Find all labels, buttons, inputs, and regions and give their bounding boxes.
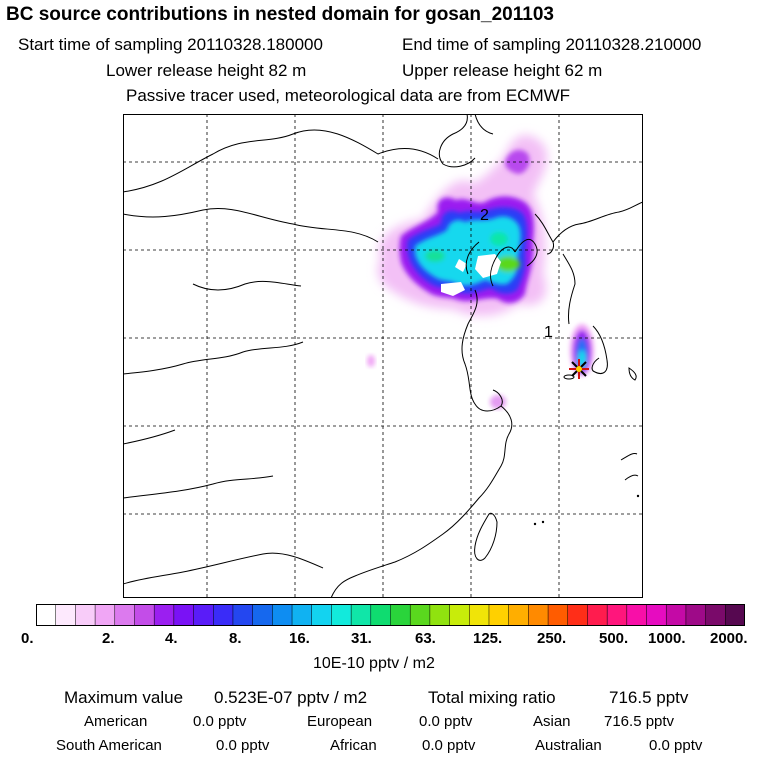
max-value-label: Maximum value [64,688,184,707]
island-dot [533,522,537,526]
plume-patch [490,395,506,409]
asian-value: 716.5 pptv [604,713,675,730]
african-value: 0.0 pptv [422,737,476,754]
map-title: BC source contributions in nested domain… [6,4,554,25]
colorbar-tick: 4. [165,630,178,647]
color-bar [36,604,745,626]
colorbar-cell [213,604,234,626]
colorbar-cell [685,604,707,626]
colorbar-tick: 31. [351,630,372,647]
upper-release-height: Upper release height 62 m [402,61,603,80]
colorbar-cell [429,604,451,626]
colorbar-cell [626,604,648,626]
colorbar-tick: 500. [599,630,629,647]
plume-patch [367,355,375,367]
colorbar-tick: 2. [102,630,115,647]
colorbar-cell [705,604,726,626]
colorbar-cell [94,604,116,626]
colorbar-tick: 2000. [710,630,748,647]
colorbar-cell [646,604,667,626]
colorbar-cell [134,604,155,626]
colorbar-cell [469,604,490,626]
colorbar-cell [725,604,745,626]
colorbar-cell [665,604,687,626]
colorbar-cell [567,604,588,626]
colorbar-cell [508,604,529,626]
colorbar-cell [547,604,569,626]
colorbar-cell [331,604,352,626]
colorbar-cell [193,604,214,626]
colorbar-tick: 16. [289,630,310,647]
colorbar-tick: 250. [537,630,567,647]
colorbar-cell [311,604,332,626]
colorbar-cell [55,604,76,626]
colorbar-cell [272,604,293,626]
american-label: American [84,713,148,730]
colorbar-cell [449,604,470,626]
max-value: 0.523E-07 pptv / m2 [214,688,368,707]
colorbar-cell [488,604,510,626]
colorbar-tick: 125. [473,630,503,647]
lower-release-height: Lower release height 82 m [106,61,307,80]
colorbar-cell [114,604,136,626]
colorbar-tick: 8. [229,630,242,647]
colorbar-cell [173,604,195,626]
south-american-label: South American [56,737,162,754]
plume-hole [455,259,467,272]
american-value: 0.0 pptv [193,713,247,730]
colorbar-cell [232,604,254,626]
map-panel: 2 1 [123,114,643,598]
total-mixing-label: Total mixing ratio [428,688,556,707]
colorbar-cell [409,604,431,626]
coastlines [123,114,643,598]
colorbar-cell [75,604,96,626]
start-time: Start time of sampling 20110328.180000 [18,35,323,54]
colorbar-cell [370,604,392,626]
colorbar-cell [390,604,411,626]
map-grid [123,114,643,598]
european-value: 0.0 pptv [419,713,473,730]
asian-label: Asian [533,713,571,730]
colorbar-cell [350,604,372,626]
plume-hole [441,282,465,296]
colorbar-tick: 1000. [648,630,686,647]
release-site-marker [569,359,589,379]
tracer-note: Passive tracer used, meteorological data… [126,86,571,105]
island-dot [636,494,640,498]
colorbar-tick: 0. [21,630,34,647]
jeju-island [563,374,575,380]
colorbar-cell [36,604,57,626]
colorbar-tick: 63. [415,630,436,647]
australian-value: 0.0 pptv [649,737,703,754]
colorbar-cell [587,604,608,626]
island-dot [541,520,545,524]
colorbar-cell [291,604,313,626]
colorbar-cell [153,604,175,626]
total-mixing-value: 716.5 pptv [609,688,689,707]
south-american-value: 0.0 pptv [216,737,270,754]
african-label: African [330,737,377,754]
hour-label-2: 2 [480,207,489,224]
colorbar-unit: 10E-10 pptv / m2 [313,655,435,672]
end-time: End time of sampling 20110328.210000 [402,35,702,54]
colorbar-cell [252,604,273,626]
colorbar-cell [528,604,549,626]
european-label: European [307,713,373,730]
hour-label-1: 1 [544,324,553,341]
colorbar-cell [606,604,628,626]
australian-label: Australian [535,737,602,754]
map-frame [123,114,643,598]
taiwan-island [474,512,498,561]
